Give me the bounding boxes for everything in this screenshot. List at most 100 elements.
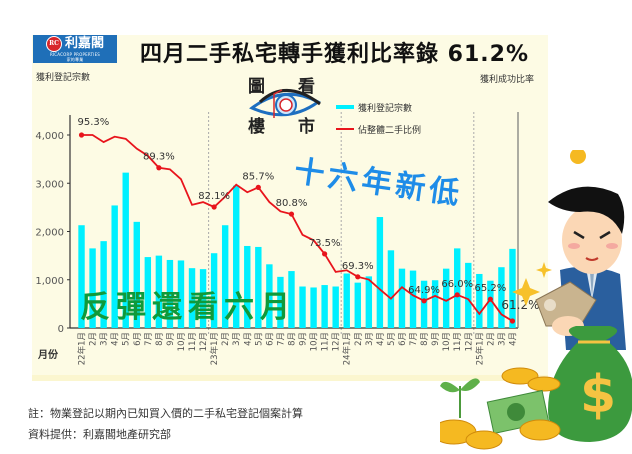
- page-title: 四月二手私宅轉手獲利比率錄 61.2%: [140, 42, 529, 67]
- legend-swatch-bar: [336, 105, 354, 109]
- x-tick-label: 12月: [332, 332, 342, 351]
- ratio-marker: [156, 165, 162, 171]
- x-tick-label: 6月: [133, 332, 143, 346]
- headline-green: 反彈還看六月: [80, 290, 296, 325]
- businessman-money-illustration: $: [440, 150, 632, 450]
- bar: [409, 270, 417, 328]
- bar: [465, 262, 472, 328]
- x-tick-label: 12月: [464, 332, 474, 351]
- ratio-data-label: 69.3%: [342, 261, 374, 272]
- bar: [332, 286, 339, 328]
- rc-logo-icon: RC: [45, 36, 62, 52]
- x-tick-label: 8月: [420, 332, 430, 346]
- legend-item-line: 佔整體二手比例: [336, 122, 421, 136]
- ratio-marker: [322, 251, 328, 257]
- bar: [177, 260, 185, 328]
- x-tick-label: 3月: [100, 332, 110, 346]
- x-tick-label: 4月: [111, 332, 121, 346]
- ratio-marker: [454, 292, 460, 298]
- ratio-marker: [355, 274, 361, 280]
- x-tick-label: 8月: [287, 332, 297, 346]
- bar: [210, 253, 218, 328]
- bar: [89, 248, 96, 328]
- bar: [155, 255, 163, 328]
- bar: [299, 286, 306, 328]
- legend-item-bars: 獲利登記宗數: [336, 100, 421, 114]
- ratio-data-label: 82.1%: [198, 191, 230, 202]
- bar: [199, 269, 207, 328]
- bar: [487, 280, 494, 328]
- bar: [321, 285, 328, 328]
- y-tick-label: 3,000: [35, 179, 64, 190]
- company-logo: RC 利嘉閣 RICACORP PROPERTIES 家的專業: [33, 35, 117, 63]
- bar: [78, 225, 85, 328]
- ratio-data-label: 85.7%: [242, 171, 274, 182]
- ratio-data-label: 73.5%: [309, 238, 341, 249]
- x-tick-label: 11月: [453, 332, 463, 351]
- ratio-marker: [78, 132, 85, 138]
- ratio-data-label: 64.9%: [408, 285, 440, 296]
- panel-stripe: [32, 375, 548, 381]
- bar: [133, 221, 140, 328]
- x-tick-label: 5月: [387, 332, 397, 346]
- x-tick-label: 6月: [265, 332, 275, 346]
- bar: [476, 273, 483, 328]
- bar: [498, 267, 505, 328]
- bar: [144, 257, 152, 328]
- ratio-data-label: 89.3%: [143, 152, 175, 163]
- bar: [376, 217, 384, 328]
- x-tick-label: 2月: [486, 332, 496, 346]
- right-axis-title: 獲利成功比率: [480, 75, 535, 85]
- bar: [387, 250, 395, 328]
- legend-swatch-line: [336, 128, 354, 130]
- logo-tagline: 家的專業: [66, 57, 84, 62]
- bar: [288, 271, 295, 328]
- bar: [188, 268, 196, 328]
- x-tick-label: 9月: [166, 332, 176, 346]
- x-tick-label: 3月: [365, 332, 375, 346]
- x-tick-label: 22年1月: [77, 332, 88, 365]
- ratio-data-label: 66.0%: [441, 279, 473, 290]
- x-tick-label: 2月: [89, 332, 99, 346]
- bar: [100, 241, 107, 328]
- bar: [266, 264, 273, 328]
- bar: [343, 273, 350, 328]
- x-tick-label: 4月: [376, 332, 386, 346]
- x-tick-label: 7月: [144, 332, 154, 346]
- bar: [454, 248, 461, 328]
- bar: [122, 172, 129, 328]
- watermark-char-tl: 圖: [248, 77, 265, 97]
- x-tick-label: 4月: [243, 332, 253, 346]
- footnote-note: 註：物業登記以期內已知買入價的二手私宅登記個案計算: [28, 407, 303, 420]
- chart-legend: 獲利登記宗數 佔整體二手比例: [336, 100, 421, 136]
- svg-text:$: $: [580, 365, 616, 425]
- x-tick-label: 10月: [442, 332, 452, 351]
- left-axis-title: 獲利登記宗數: [36, 73, 91, 83]
- watermark-eye-logo: 圖 看 樓 市: [246, 72, 326, 137]
- x-tick-label: 10月: [310, 332, 320, 351]
- bar: [310, 287, 317, 328]
- y-tick-label: 1,000: [35, 276, 64, 287]
- bar: [244, 245, 251, 328]
- legend-label-line: 佔整體二手比例: [358, 125, 422, 136]
- bar: [111, 205, 118, 328]
- bar: [442, 268, 450, 328]
- y-tick-label: 2,000: [35, 228, 64, 239]
- ratio-data-label: 61.2%: [501, 298, 539, 312]
- ratio-marker: [288, 211, 295, 217]
- bar: [166, 259, 174, 328]
- bar: [354, 282, 361, 328]
- x-tick-label: 4月: [508, 332, 518, 346]
- x-tick-label: 11月: [321, 332, 331, 351]
- ratio-data-label: 80.8%: [276, 198, 308, 209]
- ratio-line: [81, 134, 513, 322]
- ratio-marker: [487, 296, 493, 302]
- x-tick-label: 5月: [254, 332, 264, 346]
- x-tick-label: 7月: [409, 332, 419, 346]
- x-tick-label: 25年1月: [474, 332, 485, 365]
- bar: [431, 280, 439, 328]
- x-tick-label: 2月: [354, 332, 364, 346]
- ratio-marker: [509, 318, 516, 324]
- logo-english: RICACORP PROPERTIES: [49, 52, 101, 57]
